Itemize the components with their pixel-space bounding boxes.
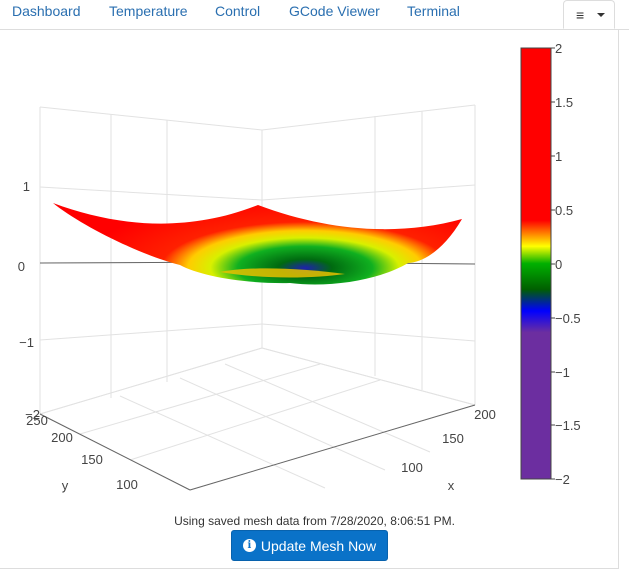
x-tick-label: 150 (442, 431, 464, 446)
colorbar-tick-label: 1.5 (555, 95, 573, 110)
tab-gcode-viewer[interactable]: GCode Viewer (289, 3, 380, 19)
colorbar-tick-label: −0.5 (555, 311, 581, 326)
info-circle-icon: i (242, 539, 256, 552)
x-tick-label: 100 (401, 460, 423, 475)
y-tick-label: 150 (81, 452, 103, 467)
colorbar-tick-label: −1.5 (555, 418, 581, 433)
y-axis-label: y (62, 478, 69, 493)
z-axis-ticks: 1 0 −1 −2 (18, 179, 40, 422)
y-axis-ticks: 250 200 150 100 y (26, 413, 138, 493)
plot-axes (39, 261, 476, 491)
update-mesh-label: Update Mesh Now (260, 537, 377, 554)
x-tick-label: 200 (474, 407, 496, 422)
tab-bar: Dashboard Temperature Control GCode View… (0, 0, 629, 30)
colorbar-tick-label: 2 (555, 41, 562, 56)
z-tick-label: −1 (19, 335, 34, 350)
colorbar: 2 1.5 1 0.5 0 −0.5 −1 −1.5 −2 (520, 41, 581, 487)
x-axis-label: x (448, 478, 455, 493)
y-tick-label: 250 (26, 413, 48, 428)
mesh-surface[interactable] (53, 203, 462, 285)
z-tick-label: 0 (18, 259, 25, 274)
y-tick-label: 200 (51, 430, 73, 445)
z-tick-label: 1 (23, 179, 30, 194)
y-tick-label: 100 (116, 477, 138, 492)
mesh-panel (0, 29, 619, 569)
x-axis-ticks: 200 150 100 x (401, 407, 496, 493)
colorbar-tick-label: −1 (555, 365, 570, 380)
colorbar-gradient (520, 47, 552, 480)
z-tick-label: −2 (25, 407, 40, 422)
tab-overflow-menu[interactable]: ≡ (563, 0, 615, 29)
colorbar-tick-label: −2 (555, 472, 570, 487)
tab-control[interactable]: Control (215, 3, 261, 19)
mesh-status-text: Using saved mesh data from 7/28/2020, 8:… (174, 514, 455, 528)
update-mesh-button[interactable]: i Update Mesh Now (231, 530, 388, 561)
colorbar-tick-label: 0 (555, 257, 562, 272)
caret-down-icon (597, 13, 605, 17)
mesh-surface-fold (220, 268, 345, 278)
tab-terminal[interactable]: Terminal (407, 3, 460, 19)
colorbar-tick-label: 1 (555, 149, 562, 164)
plot-grid (39, 104, 476, 491)
list-icon: ≡ (576, 7, 585, 23)
tab-dashboard[interactable]: Dashboard (12, 3, 81, 19)
tab-temperature[interactable]: Temperature (109, 3, 188, 19)
colorbar-tick-label: 0.5 (555, 203, 573, 218)
